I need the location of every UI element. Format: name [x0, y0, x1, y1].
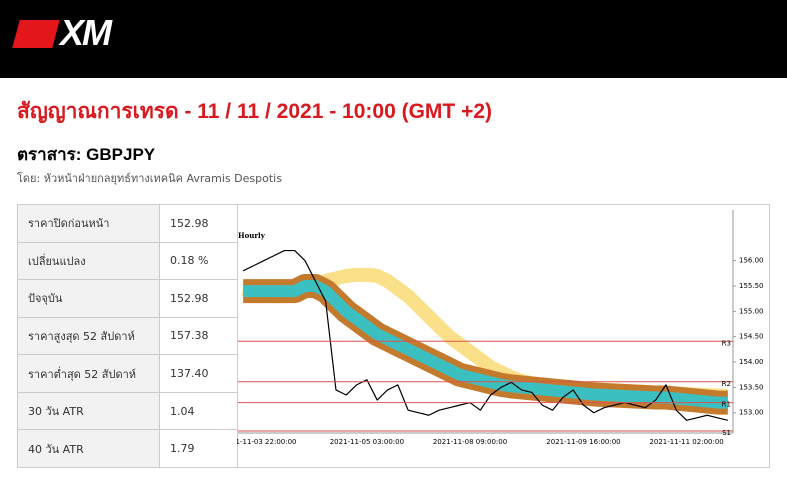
value-cell: 0.18 % — [159, 241, 238, 281]
header: XM — [0, 0, 787, 78]
label-cell: ปัจจุบัน — [17, 279, 160, 318]
label-cell: ราคาต่ำสุด 52 สัปดาห์ — [17, 354, 160, 393]
logo: XM — [60, 12, 112, 53]
chart-subtitle: Hourly — [238, 231, 266, 240]
level-label: S1 — [722, 429, 731, 437]
label-cell: ราคาสูงสุด 52 สัปดาห์ — [17, 316, 160, 356]
y-tick-label: 156.00 — [739, 257, 764, 265]
chart-frame — [237, 204, 770, 468]
x-tick-label: 2021-11-05 03:00:00 — [330, 438, 404, 446]
title: สัญญาณการเทรด - 11 / 11 / 2021 - 10:00 (… — [17, 100, 493, 123]
x-tick-label: 11-11-03 22:00:00 — [237, 438, 297, 446]
logo-icon — [12, 20, 60, 48]
fast-band — [243, 280, 728, 409]
level-label: R1 — [722, 401, 731, 409]
instrument: ตราสาร: GBPJPY — [17, 145, 156, 164]
value-cell: 152.98 — [159, 204, 238, 243]
table-row: ราคาสูงสุด 52 สัปดาห์ 157.38 — [17, 316, 238, 356]
label-cell: 40 วัน ATR — [17, 429, 160, 468]
y-tick-label: 153.00 — [739, 409, 764, 417]
value-cell: 152.98 — [159, 279, 238, 318]
level-label: R3 — [722, 339, 731, 347]
label-cell: เปลี่ยนแปลง — [17, 241, 160, 281]
y-tick-label: 155.50 — [739, 282, 764, 290]
table-row: ราคาปิดก่อนหน้า 152.98 — [17, 204, 238, 243]
label-cell: 30 วัน ATR — [17, 391, 160, 431]
x-tick-label: 2021-11-09 16:00:00 — [546, 438, 620, 446]
value-cell: 157.38 — [159, 316, 238, 356]
level-label: R2 — [722, 380, 731, 388]
value-cell: 137.40 — [159, 354, 238, 393]
table-row: ปัจจุบัน 152.98 — [17, 279, 238, 318]
stats-table: ราคาปิดก่อนหน้า 152.98 เปลี่ยนแปลง 0.18 % ปั… — [17, 204, 238, 468]
table-row: 30 วัน ATR 1.04 — [17, 391, 238, 431]
value-cell: 1.79 — [159, 429, 238, 468]
y-tick-label: 153.50 — [739, 383, 764, 391]
table-row: 40 วัน ATR 1.79 — [17, 429, 238, 468]
chart: Hourly 153.00 153.50 154.00 154.50 155.00 155… — [237, 204, 770, 468]
x-tick-label: 2021-11-08 09:00:00 — [433, 438, 507, 446]
value-cell: 1.04 — [159, 391, 238, 431]
y-tick-label: 154.00 — [739, 358, 764, 366]
x-tick-label: 2021-11-11 02:00:00 — [649, 438, 723, 446]
table-row: ราคาต่ำสุด 52 สัปดาห์ 137.40 — [17, 354, 238, 393]
y-tick-label: 154.50 — [739, 333, 764, 341]
table-row: เปลี่ยนแปลง 0.18 % — [17, 241, 238, 281]
label-cell: ราคาปิดก่อนหน้า — [17, 204, 160, 243]
y-tick-label: 155.00 — [739, 307, 764, 315]
author: โดย: หัวหน้าฝ่ายกลยุทธ์ทางเทคนิค Avramis… — [17, 172, 282, 185]
